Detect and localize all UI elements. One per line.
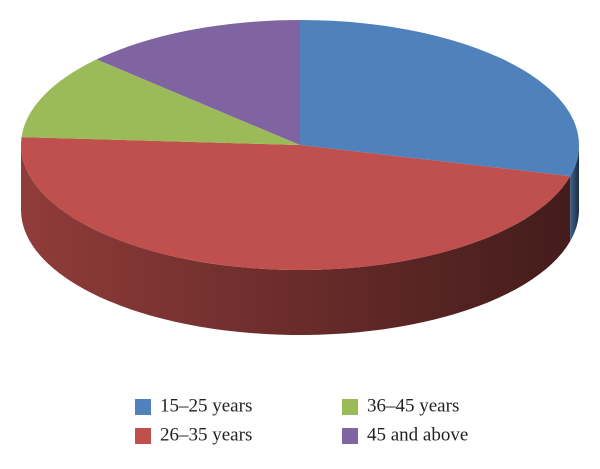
legend-label: 36–45 years bbox=[367, 395, 459, 416]
slice bbox=[300, 20, 579, 177]
legend-swatch bbox=[135, 399, 151, 415]
legend-label: 15–25 years bbox=[160, 395, 252, 416]
legend-label: 26–35 years bbox=[160, 424, 252, 445]
slice bbox=[21, 59, 301, 145]
slice-side bbox=[570, 145, 579, 242]
slice bbox=[96, 20, 300, 145]
legend-swatch bbox=[135, 428, 151, 444]
slice bbox=[21, 137, 571, 270]
legend-swatch bbox=[342, 399, 358, 415]
legend-label: 45 and above bbox=[367, 424, 468, 445]
legend-swatch bbox=[342, 428, 358, 444]
slice-side bbox=[21, 145, 571, 335]
